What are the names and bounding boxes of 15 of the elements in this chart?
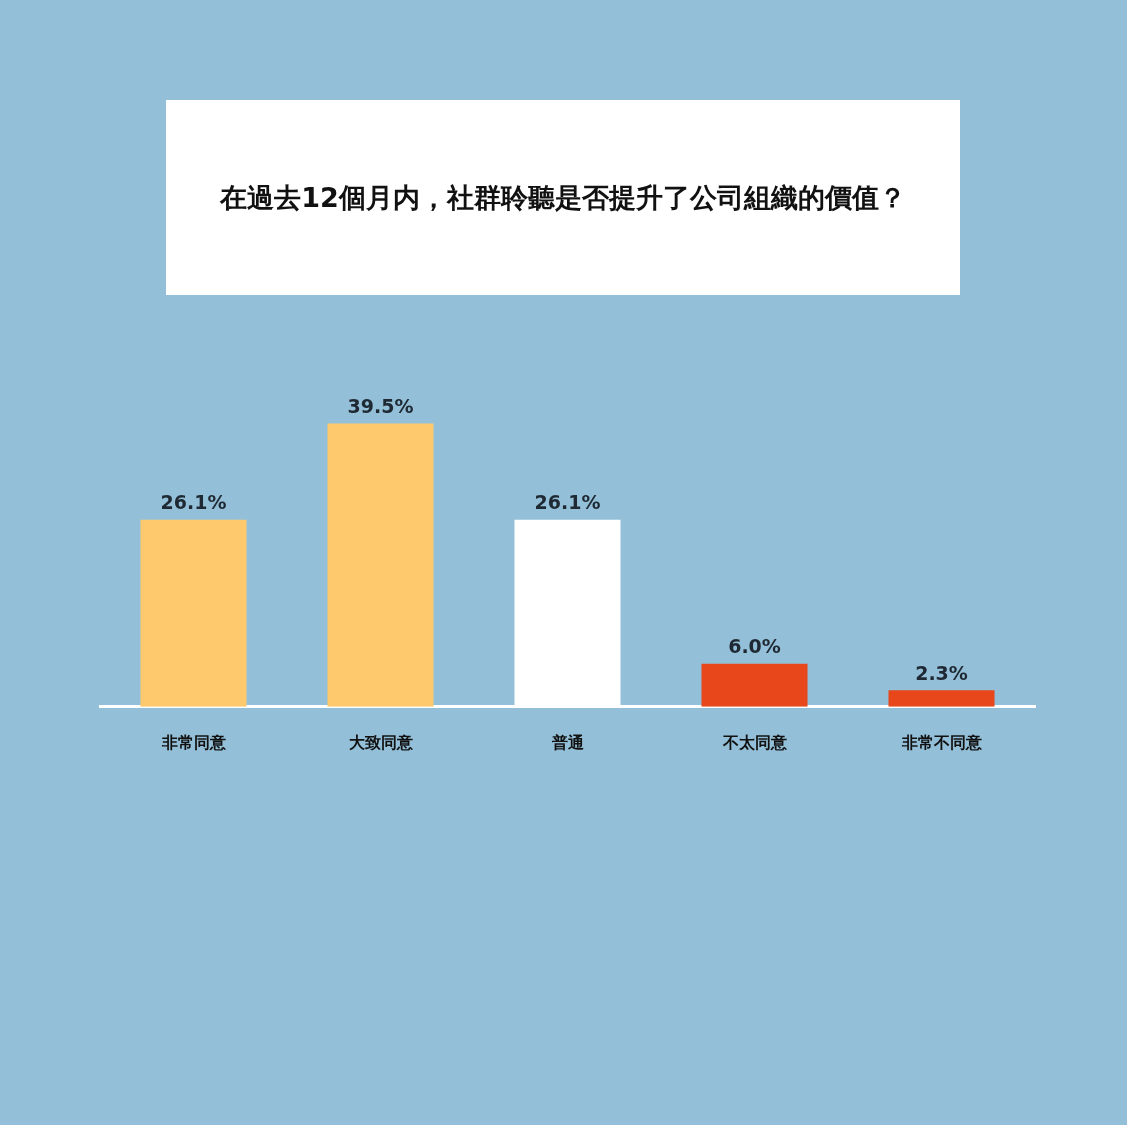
x-tick-label: 普通: [550, 732, 585, 752]
bar: [140, 519, 247, 707]
bar: [888, 690, 995, 707]
chart-title: 在過去12個月内，社群聆聽是否提升了公司組織的價值？: [220, 180, 906, 215]
data-label: 2.3%: [915, 661, 968, 684]
x-tick-label: 非常同意: [160, 732, 227, 752]
data-label: 6.0%: [728, 635, 781, 658]
data-label: 39.5%: [347, 395, 414, 418]
data-label: 26.1%: [160, 491, 227, 514]
x-tick-label: 非常不同意: [900, 732, 983, 752]
x-tick-label: 不太同意: [721, 732, 788, 752]
data-label: 26.1%: [534, 491, 601, 514]
x-tick-label: 大致同意: [348, 732, 414, 752]
bar: [327, 423, 434, 707]
bar: [701, 663, 808, 707]
